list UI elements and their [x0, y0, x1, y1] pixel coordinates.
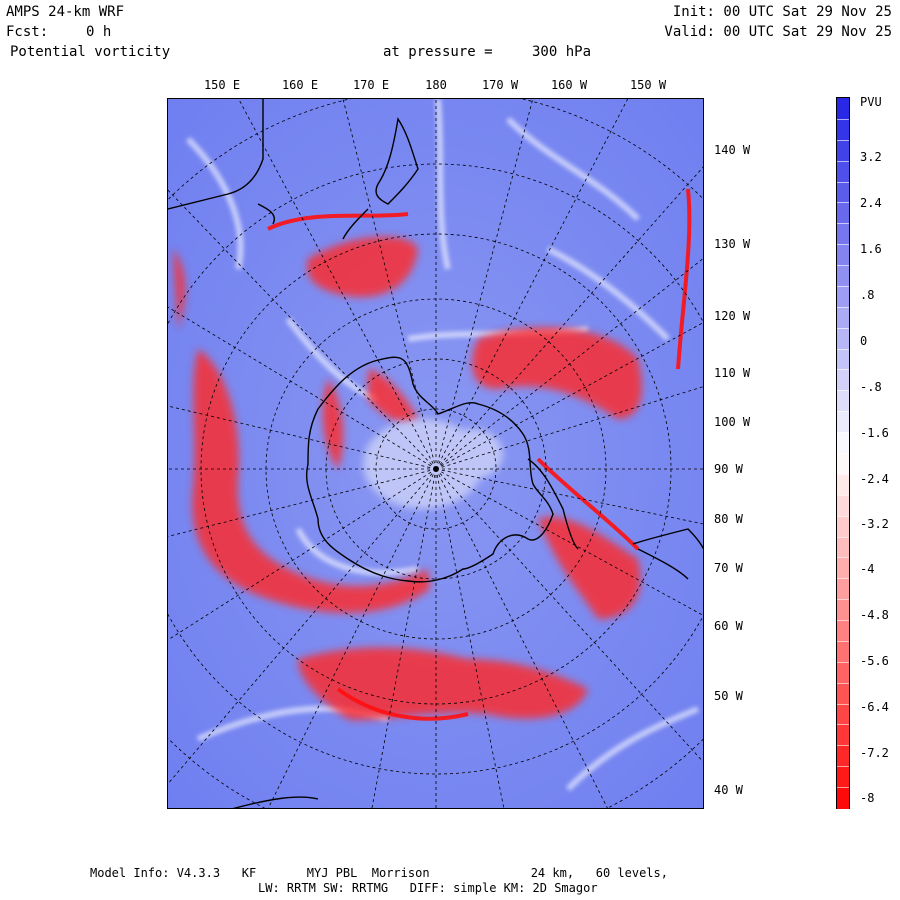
- model-title: AMPS 24-km WRF: [6, 4, 125, 20]
- init-time: Init: 00 UTC Sat 29 Nov 25: [672, 4, 892, 20]
- lon-label-60w: 60 W: [714, 619, 743, 633]
- pv-map-graphic: [168, 99, 703, 808]
- colorbar-segment: [837, 118, 849, 142]
- colorbar-segment: [837, 494, 849, 518]
- lon-label-160e: 160 E: [281, 78, 319, 92]
- lon-label-140w: 140 W: [714, 143, 751, 157]
- colorbar-segment: [837, 411, 849, 434]
- lon-label-170e: 170 E: [352, 78, 390, 92]
- colorbar-label: .8: [860, 288, 875, 302]
- valid-time: Valid: 00 UTC Sat 29 Nov 25: [664, 24, 892, 40]
- colorbar-segment: [837, 599, 849, 622]
- coastlines: [168, 99, 703, 808]
- colorbar-segment: [837, 766, 849, 789]
- forecast-label: Fcst:: [6, 24, 49, 40]
- lon-label-160w: 160 W: [550, 78, 588, 92]
- colorbar-segment: [837, 536, 849, 559]
- colorbar-segment: [837, 98, 849, 120]
- colorbar-segment: [837, 369, 849, 392]
- lon-label-40w: 40 W: [714, 783, 743, 797]
- colorbar-segment: [837, 724, 849, 747]
- colorbar-segment: [837, 745, 849, 768]
- colorbar-label: -6.4: [860, 700, 889, 714]
- colorbar-label: 0: [860, 334, 868, 348]
- forecast-value: 0 h: [86, 24, 112, 40]
- colorbar-label: -4: [860, 562, 875, 576]
- lon-label-150e: 150 E: [203, 78, 241, 92]
- colorbar-segment: [837, 557, 849, 580]
- colorbar-segment: [837, 640, 849, 664]
- colorbar-segment: [837, 432, 849, 455]
- pressure-value: 300 hPa: [532, 44, 592, 60]
- colorbar-segment: [837, 139, 849, 163]
- colorbar-segment: [837, 515, 849, 539]
- colorbar-segment: [837, 390, 849, 413]
- lon-label-120w: 120 W: [714, 309, 751, 323]
- colorbar-label: -.8: [860, 380, 882, 394]
- colorbar-segment: [837, 661, 849, 685]
- colorbar-segment: [837, 578, 849, 601]
- colorbar-unit: PVU: [860, 95, 882, 109]
- lon-label-110w: 110 W: [714, 366, 751, 380]
- graticule: [168, 99, 703, 808]
- colorbar-label: 1.6: [860, 242, 882, 256]
- colorbar-label: -4.8: [860, 608, 889, 622]
- colorbar-segment: [837, 285, 849, 309]
- colorbar-segment: [837, 787, 849, 810]
- lon-label-130w: 130 W: [714, 237, 751, 251]
- lon-label-70w: 70 W: [714, 561, 743, 575]
- lon-label-50w: 50 W: [714, 689, 743, 703]
- colorbar-segment: [837, 473, 849, 497]
- colorbar-label: -8: [860, 791, 875, 805]
- lon-label-170w: 170 W: [481, 78, 519, 92]
- pressure-label: at pressure =: [383, 44, 493, 60]
- colorbar-label: 3.2: [860, 150, 882, 164]
- colorbar-segment: [837, 244, 849, 267]
- lon-label-100w: 100 W: [714, 415, 751, 429]
- colorbar-segment: [837, 181, 849, 204]
- lon-label-180: 180: [425, 78, 447, 92]
- lon-label-80w: 80 W: [714, 512, 743, 526]
- colorbar: [836, 97, 850, 810]
- colorbar-segment: [837, 453, 849, 476]
- lon-label-90w: 90 W: [714, 462, 743, 476]
- colorbar-label: -5.6: [860, 654, 889, 668]
- model-info-line1: Model Info: V4.3.3 KF MYJ PBL Morrison 2…: [90, 866, 668, 880]
- colorbar-label: -3.2: [860, 517, 889, 531]
- colorbar-segment: [837, 306, 849, 330]
- colorbar-segment: [837, 223, 849, 246]
- polar-interior: [363, 419, 503, 509]
- colorbar-segment: [837, 682, 849, 706]
- colorbar-segment: [837, 265, 849, 288]
- colorbar-segment: [837, 620, 849, 643]
- field-name: Potential vorticity: [10, 44, 171, 60]
- colorbar-segment: [837, 703, 849, 726]
- negative-pv-regions: [173, 236, 642, 721]
- model-info-line2: LW: RRTM SW: RRTMG DIFF: simple KM: 2D S…: [258, 881, 598, 895]
- colorbar-segment: [837, 160, 849, 184]
- colorbar-label: -7.2: [860, 746, 889, 760]
- light-streaks: [185, 99, 700, 792]
- colorbar-segment: [837, 348, 849, 371]
- colorbar-label: -2.4: [860, 472, 889, 486]
- colorbar-segment: [837, 327, 849, 351]
- colorbar-segment: [837, 202, 849, 225]
- lon-label-150w: 150 W: [629, 78, 667, 92]
- colorbar-label: -1.6: [860, 426, 889, 440]
- pv-map-panel: [167, 98, 704, 809]
- colorbar-label: 2.4: [860, 196, 882, 210]
